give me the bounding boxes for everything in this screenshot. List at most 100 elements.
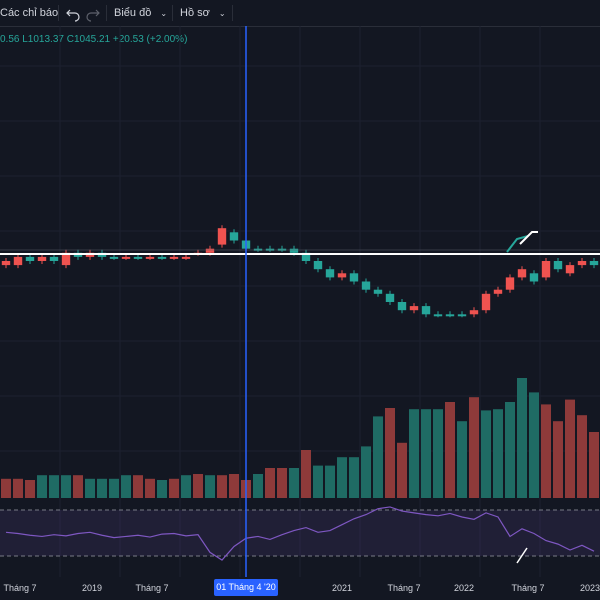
volume-bar <box>1 478 11 498</box>
candle-body <box>373 289 383 294</box>
candle-body <box>277 248 287 251</box>
candle-body <box>529 273 539 282</box>
volume-bar <box>193 474 203 498</box>
candle-body <box>433 314 443 317</box>
chevron-down-icon: ⌄ <box>160 9 168 18</box>
candle-body <box>577 261 587 266</box>
undo-icon[interactable] <box>66 0 80 26</box>
volume-bar <box>457 421 467 498</box>
volume-bar <box>265 468 275 498</box>
time-axis-label: Tháng 7 <box>3 583 37 593</box>
volume-bar <box>253 474 263 498</box>
volume-bar <box>361 446 371 498</box>
candle-body <box>517 269 527 278</box>
candle-body <box>457 314 467 317</box>
volume-bar <box>13 478 23 498</box>
candle-body <box>445 314 455 317</box>
legend-low-value: L1013.37 <box>22 34 64 45</box>
candle-body <box>493 289 503 294</box>
chart-grid <box>0 26 600 577</box>
price-chart[interactable] <box>0 26 600 577</box>
volume-bar <box>541 404 551 498</box>
candle-body <box>337 273 347 278</box>
volume-bar <box>49 475 59 498</box>
volume-bar <box>73 475 83 498</box>
legend-change-value: +20.53 (+2.00%) <box>112 34 188 45</box>
volume-bar <box>133 475 143 498</box>
volume-bar <box>61 475 71 498</box>
volume-bar <box>313 465 323 498</box>
redo-icon[interactable] <box>86 0 100 26</box>
volume-bar <box>325 465 335 498</box>
volume-bar <box>505 402 515 498</box>
green-arrow-drawing <box>506 235 529 253</box>
rsi-pane <box>0 506 600 564</box>
candle-body <box>397 302 407 311</box>
candle-body <box>361 281 371 290</box>
volume-bar <box>589 432 599 498</box>
volume-bar <box>337 457 347 498</box>
volume-bar <box>25 480 35 498</box>
candle-body <box>133 256 143 259</box>
toolbar-divider <box>172 5 173 21</box>
legend-open-value: 0.56 <box>0 34 20 45</box>
candle-body <box>229 232 239 241</box>
volume-bar <box>481 410 491 498</box>
volume-bar <box>373 416 383 498</box>
time-axis[interactable]: Tháng 7 2019 Tháng 7 2021 Tháng 7 2022 Tháng 7… <box>0 577 600 600</box>
white-arrow-drawing <box>519 231 538 245</box>
volume-bar <box>145 478 155 498</box>
candle-body <box>349 273 359 282</box>
time-axis-label: Tháng 7 <box>135 583 169 593</box>
candle-body <box>481 293 491 311</box>
volume-bar <box>493 409 503 498</box>
candle-body <box>325 269 335 278</box>
candle-body <box>109 256 119 259</box>
candle-body <box>589 261 599 266</box>
time-axis-label: 2023 <box>579 583 600 593</box>
volume-bar <box>157 480 167 498</box>
volume-bar <box>277 468 287 498</box>
volume-bar <box>409 409 419 498</box>
volume-bar <box>553 421 563 498</box>
time-axis-label: Tháng 7 <box>387 583 421 593</box>
volume-bar <box>229 474 239 498</box>
volume-bar <box>217 475 227 498</box>
candle-body <box>1 261 11 266</box>
volume-bar <box>385 408 395 498</box>
volume-bar <box>169 478 179 498</box>
drawing-overlays <box>0 26 600 577</box>
volume-bar <box>565 399 575 498</box>
time-axis-label: 2021 <box>331 583 353 593</box>
candle-body <box>13 256 23 266</box>
volume-bar <box>445 402 455 498</box>
legend-close-value: C1045.21 <box>66 34 111 45</box>
volume-bar <box>349 457 359 498</box>
volume-series <box>1 378 599 498</box>
chart-menu-button[interactable]: Biểu đồ ⌄ <box>114 0 167 26</box>
rsi-trend-drawing <box>516 547 528 564</box>
candle-body <box>205 248 215 253</box>
candle-body <box>385 293 395 302</box>
toolbar-divider <box>232 5 233 21</box>
crosshair-time-label: 01 Tháng 4 '20 <box>214 579 278 596</box>
candle-body <box>157 256 167 259</box>
rsi-band <box>0 510 600 556</box>
chevron-down-icon: ⌄ <box>218 9 226 18</box>
candle-body <box>421 306 431 315</box>
volume-bar <box>85 478 95 498</box>
volume-bar <box>421 409 431 498</box>
volume-bar <box>517 378 527 498</box>
ohlc-legend: 0.56 L1013.37 C1045.21 +20.53 (+2.00%) <box>0 34 187 45</box>
volume-bar <box>433 409 443 498</box>
candle-body <box>49 256 59 261</box>
volume-bar <box>397 442 407 498</box>
profile-menu-label: Hồ sơ <box>180 7 210 19</box>
candle-body <box>541 261 551 278</box>
candle-body <box>289 248 299 253</box>
candle-body <box>181 256 191 259</box>
profile-menu-button[interactable]: Hồ sơ ⌄ <box>180 0 226 26</box>
indicators-button[interactable]: Các chỉ báo <box>0 7 59 19</box>
candle-body <box>145 256 155 259</box>
candle-body <box>61 252 71 266</box>
